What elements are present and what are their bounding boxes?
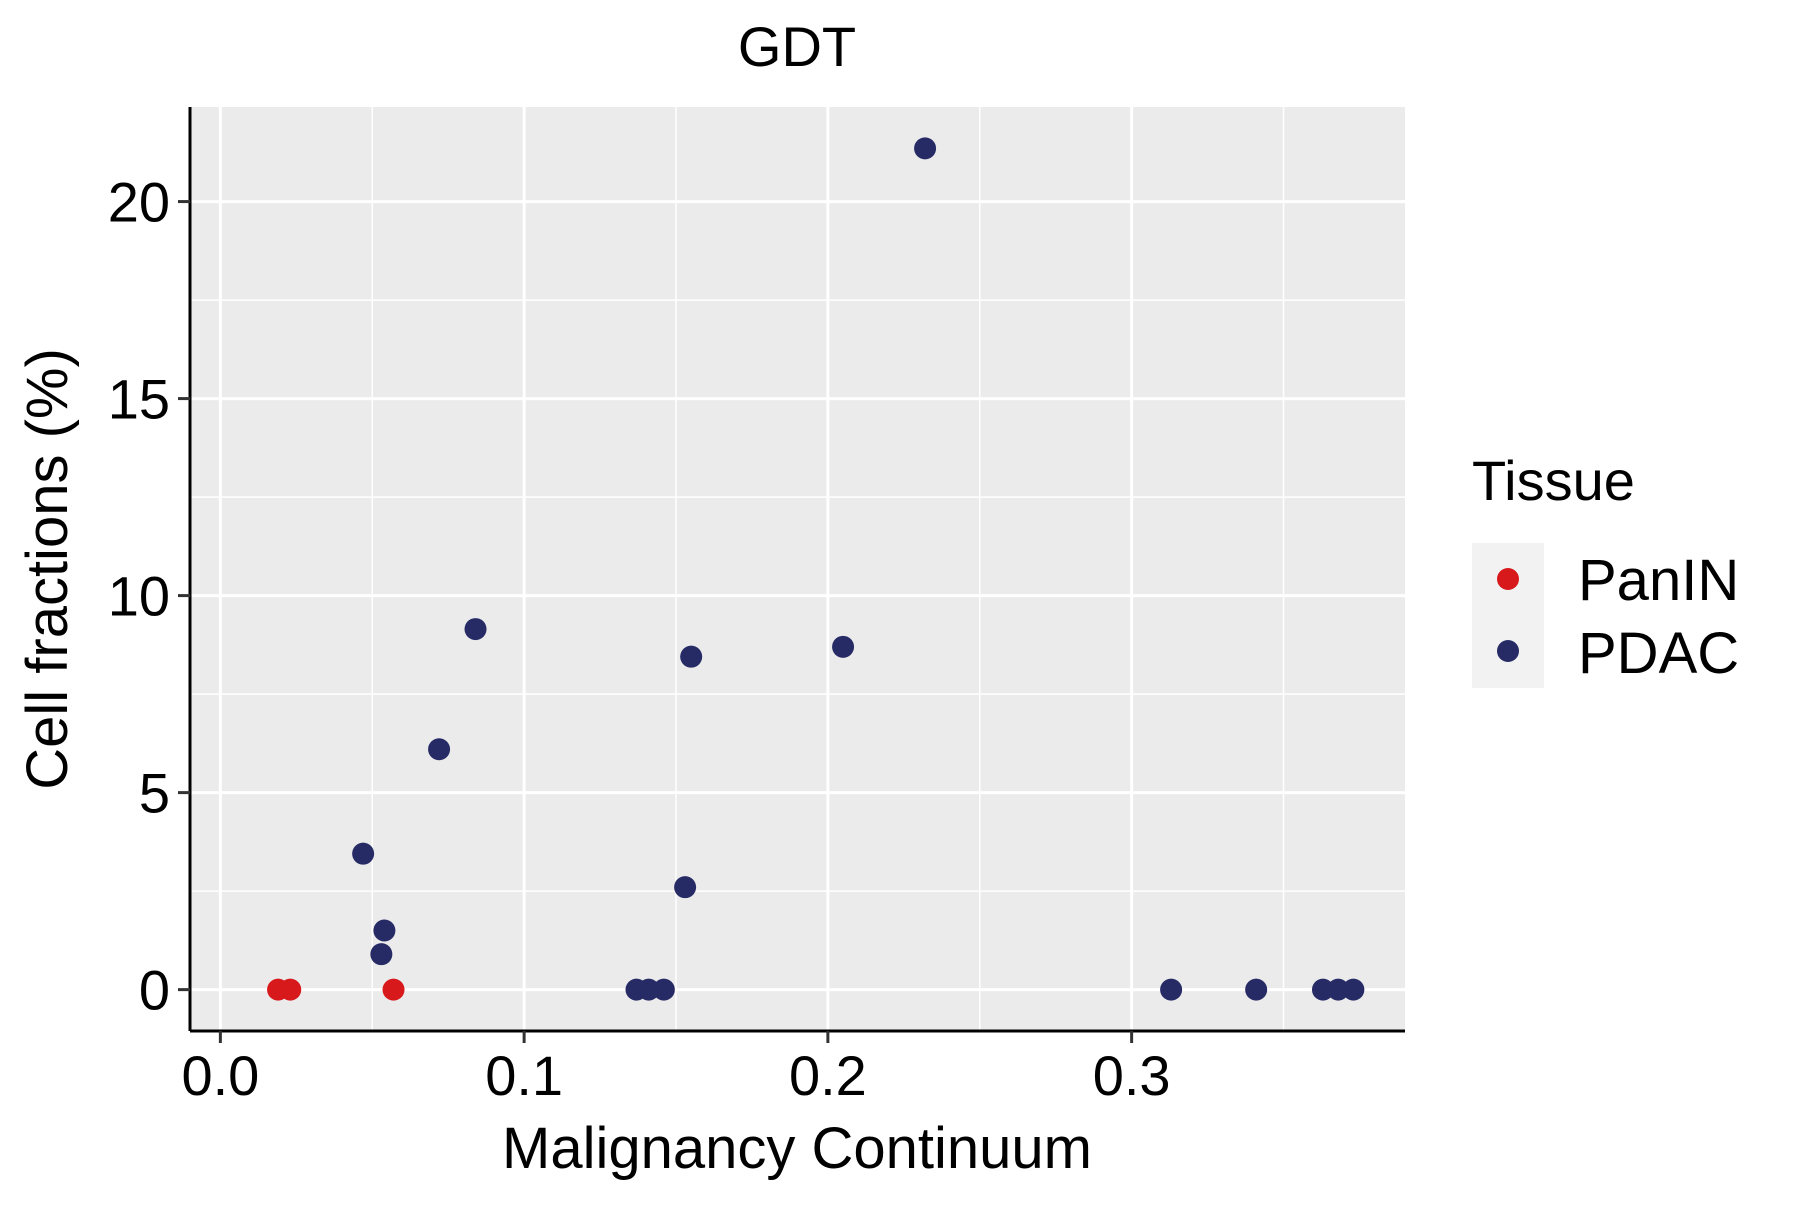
data-point-pdac bbox=[370, 943, 393, 966]
legend-marker-panin bbox=[1497, 568, 1519, 590]
legend-title: Tissue bbox=[1472, 449, 1635, 512]
data-point-pdac bbox=[637, 978, 660, 1001]
y-ticks: 0 5 10 15 20 bbox=[108, 171, 190, 1022]
panel-background bbox=[190, 107, 1405, 1031]
legend-label-pdac: PDAC bbox=[1578, 621, 1739, 686]
x-ticks: 0.0 0.1 0.2 0.3 bbox=[181, 1031, 1171, 1107]
data-point-pdac bbox=[1327, 978, 1350, 1001]
y-tick-label: 20 bbox=[108, 171, 170, 234]
data-point-pdac bbox=[1342, 978, 1365, 1001]
x-tick-label: 0.3 bbox=[1093, 1044, 1171, 1107]
legend-label-panin: PanIN bbox=[1578, 548, 1739, 613]
data-point-pdac bbox=[914, 137, 937, 160]
data-points bbox=[267, 137, 1365, 1001]
x-tick-label: 0.0 bbox=[181, 1044, 259, 1107]
data-point-panin bbox=[382, 978, 405, 1001]
data-point-pdac bbox=[674, 876, 697, 899]
x-tick-label: 0.1 bbox=[485, 1044, 563, 1107]
y-axis-label: Cell fractions (%) bbox=[15, 348, 80, 790]
y-tick-label: 15 bbox=[108, 368, 170, 431]
data-point-pdac bbox=[1311, 978, 1334, 1001]
legend-key-background bbox=[1472, 543, 1544, 688]
y-tick-label: 5 bbox=[139, 762, 170, 825]
data-point-pdac bbox=[832, 635, 855, 658]
data-point-pdac bbox=[373, 919, 396, 942]
y-tick-label: 0 bbox=[139, 959, 170, 1022]
data-point-pdac bbox=[352, 842, 375, 865]
chart-title: GDT bbox=[738, 15, 856, 78]
grid-lines bbox=[190, 107, 1405, 1031]
data-point-pdac bbox=[652, 978, 675, 1001]
axes bbox=[188, 107, 1405, 1033]
y-tick-label: 10 bbox=[108, 565, 170, 628]
data-point-pdac bbox=[680, 645, 703, 668]
legend-marker-pdac bbox=[1497, 640, 1519, 662]
data-point-panin bbox=[279, 978, 302, 1001]
data-point-pdac bbox=[464, 618, 487, 641]
data-point-pdac bbox=[1245, 978, 1268, 1001]
data-point-pdac bbox=[1160, 978, 1183, 1001]
legend: Tissue PanIN PDAC bbox=[1472, 449, 1739, 688]
data-point-pdac bbox=[428, 738, 451, 761]
x-tick-label: 0.2 bbox=[789, 1044, 867, 1107]
x-axis-label: Malignancy Continuum bbox=[502, 1116, 1092, 1181]
